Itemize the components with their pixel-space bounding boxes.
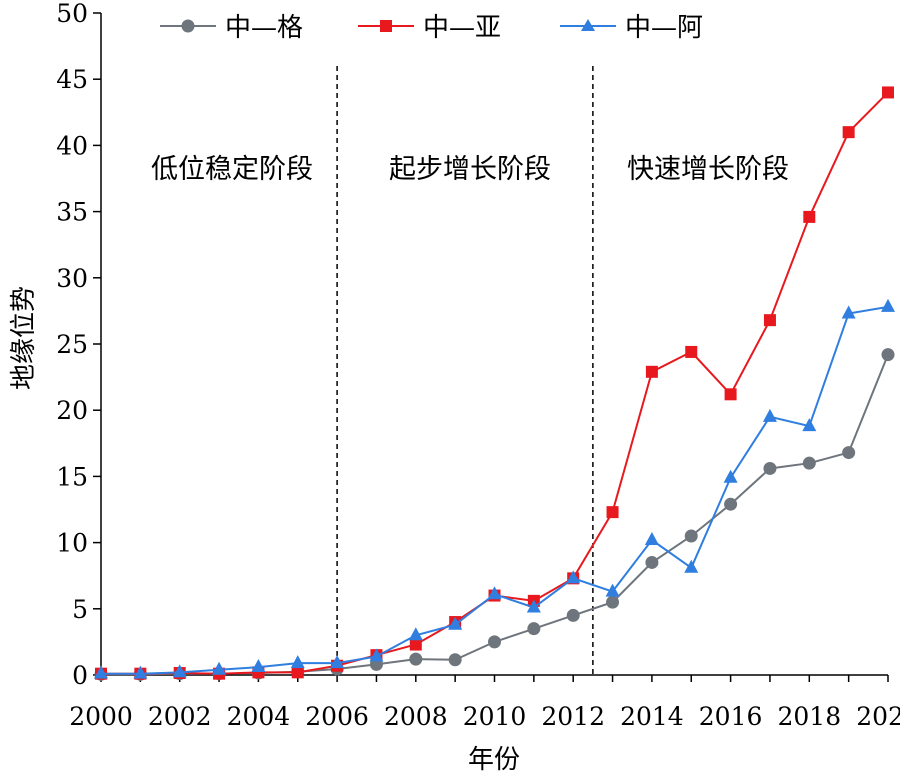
data-point [94,665,108,679]
data-point [762,408,777,422]
data-point [408,627,423,641]
legend-label-3: 中—阿 [625,13,703,43]
data-point [291,666,304,679]
data-point [802,418,817,432]
data-point [527,622,541,636]
legend-item-1: 中—格 [160,13,303,43]
data-point [684,529,698,543]
data-point [685,345,698,358]
series-line [101,305,889,675]
x-tick-label: 2004 [227,702,291,731]
data-point [330,655,345,669]
data-point [409,638,422,651]
data-point [645,365,658,378]
x-tick-label: 2006 [305,702,369,731]
x-tick-label: 2000 [69,702,133,731]
data-point [133,665,148,679]
y-tick-label: 50 [56,0,88,28]
x-tick-label: 2020 [856,702,900,731]
data-point [369,648,384,662]
y-tick-label: 45 [56,65,88,94]
legend-marker-circle [181,19,195,33]
data-point [290,655,305,669]
data-point [841,305,856,319]
data-point [723,469,738,483]
data-point [724,388,737,401]
legend-label-1: 中—格 [225,13,303,43]
x-tick-label: 2018 [777,702,841,731]
data-point [487,586,502,600]
y-tick-label: 5 [72,595,88,624]
data-point [881,298,895,312]
data-point [566,608,580,622]
data-point [448,616,463,630]
series-3 [94,298,895,679]
data-point [645,555,659,569]
data-point [212,661,227,675]
data-point [881,348,895,362]
data-point [882,86,894,99]
x-tick-label: 2014 [620,702,684,731]
data-point [606,506,619,519]
y-tick-label: 20 [56,396,88,425]
data-point [409,652,423,666]
x-tick-label: 2002 [148,702,212,731]
data-point [172,664,187,678]
y-tick-label: 25 [56,330,88,359]
y-tick-label: 30 [56,264,88,293]
legend-label-2: 中—亚 [423,13,501,43]
x-tick-label: 2016 [699,702,763,731]
y-tick-label: 15 [56,462,88,491]
data-point [448,653,462,667]
x-tick-label: 2008 [384,702,448,731]
y-tick-label: 40 [56,131,88,160]
data-point [488,635,501,649]
legend-marker-triangle [581,19,595,31]
legend-marker-square [380,20,392,32]
data-point [566,570,581,584]
y-axis-label: 地缘位势 [9,286,39,390]
y-tick-label: 35 [56,198,88,227]
phase-labels: 低位稳定阶段 起步增长阶段 快速增长阶段 [151,154,789,185]
legend-item-3: 中—阿 [560,13,703,43]
x-tick-label: 2010 [463,702,527,731]
y-tick-label: 10 [56,529,88,558]
data-point [605,583,620,597]
series-1 [94,348,895,681]
data-point [251,659,266,673]
data-point [763,314,776,327]
phase-label-1: 低位稳定阶段 [151,154,313,185]
series-line [101,354,889,676]
data-point [803,210,816,223]
data-point [526,599,541,613]
data-point [644,531,659,545]
y-tick-label: 0 [72,661,88,690]
phase-dividers [336,66,594,675]
phase-label-2: 起步增长阶段 [389,154,551,185]
data-point [842,126,855,139]
legend: 中—格 中—亚 中—阿 [160,13,703,43]
phase-label-3: 快速增长阶段 [627,154,789,185]
data-point [763,461,777,475]
series-layer [94,86,895,681]
data-point [842,446,856,460]
data-point [802,456,816,470]
data-point [684,559,699,573]
axes: 0 5 10 15 20 25 30 35 40 45 50 2000 2002 2004 2006 2008… [56,0,900,731]
legend-item-2: 中—亚 [358,13,501,43]
data-point [724,497,738,511]
data-point [606,595,620,609]
x-tick-label: 2012 [541,702,605,731]
x-axis-label: 年份 [468,745,520,775]
